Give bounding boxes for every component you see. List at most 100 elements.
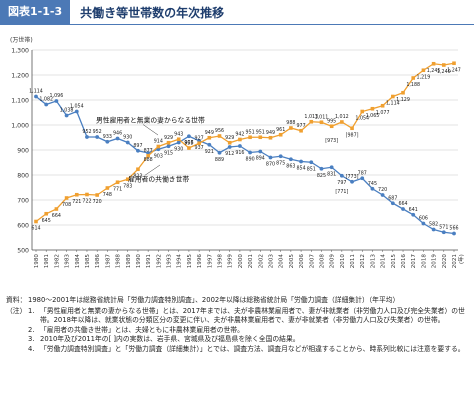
x-tick-label-2012: 2012 [360, 254, 366, 268]
series-0-label-1993: 915 [164, 150, 173, 156]
series-1-label-2000: 942 [235, 132, 244, 138]
series-1-point-1995 [187, 146, 191, 150]
series-1-label-2009: 995 [327, 118, 336, 124]
series-0-label-1991: 888 [144, 157, 153, 163]
x-tick-label-2010: 2010 [340, 254, 346, 269]
series-1-label-1981: 645 [42, 218, 51, 224]
x-tick-label-2016: 2016 [401, 254, 407, 269]
series-0-point-1985 [85, 135, 89, 139]
x-tick-label-2007: 2007 [309, 254, 315, 269]
x-tick-label-1996: 1996 [197, 254, 203, 269]
x-tick-label-1993: 1993 [167, 254, 173, 269]
series-1-label-1980: 614 [31, 226, 40, 232]
series-1-point-1999 [227, 140, 232, 145]
series-0-label-2020: 571 [439, 224, 448, 230]
series-0-label-2007: 851 [307, 166, 316, 172]
series-1-label-1994: 943 [174, 131, 183, 137]
series-0-point-2012 [360, 176, 365, 181]
series-0-label-2006: 854 [296, 166, 305, 172]
series-0-point-2005 [288, 157, 293, 162]
x-tick-label-2009: 2009 [330, 254, 336, 269]
series-1-point-2019 [431, 61, 436, 66]
series-1-label-1991: 877 [144, 148, 153, 154]
series-0-label-2009: 831 [327, 171, 336, 177]
series-1-label-2013: 1,065 [366, 113, 380, 119]
series-1-point-1983 [64, 196, 69, 200]
series-1-point-1988 [115, 180, 120, 185]
x-tick-label-1998: 1998 [218, 254, 224, 269]
series-1-point-2015 [391, 94, 395, 99]
y-tick-label-1200: 1,200 [11, 73, 29, 80]
note-num-1: 1. [28, 306, 35, 315]
series-0-point-2009 [329, 165, 334, 170]
series-0-label-1984: 1,054 [70, 104, 84, 110]
series-1-point-2020 [442, 63, 446, 67]
x-tick-label-1982: 1982 [54, 254, 60, 268]
note-text-2: 「雇用者の共働き世帯」とは、夫婦ともに非農林業雇用者の世帯。 [40, 325, 244, 334]
source-head: 資料： [6, 296, 27, 304]
series-0-point-1984 [74, 109, 79, 114]
y-tick-label-1000: 1,000 [11, 123, 29, 130]
series-1-point-2008 [319, 120, 324, 125]
series-0-point-2000 [238, 144, 242, 148]
x-tick-label-1989: 1989 [126, 254, 132, 269]
series-1-label-1989: 783 [123, 183, 132, 189]
series-0-point-2019 [431, 227, 436, 232]
series-0-label-1986: 952 [93, 129, 102, 135]
x-tick-label-2021: 2021 [452, 254, 458, 269]
series-1-label-2019: 1,245 [427, 68, 441, 74]
series-1-label-2002: 951 [256, 129, 265, 135]
y-tick-label-500: 500 [17, 248, 29, 255]
figure-notes: 資料： 1980～2001年は総務省統計局「労働力調査特別調査」、2002年以降… [6, 296, 470, 355]
series-0-point-1982 [54, 99, 59, 103]
series-1-label-2016: 1,129 [396, 97, 410, 103]
series-0-label-1998: 889 [215, 157, 224, 163]
x-tick-label-1995: 1995 [187, 254, 193, 269]
series-0-label-2015: 687 [388, 195, 397, 201]
series-0-point-2006 [299, 159, 303, 164]
series-0-label-2014: 720 [378, 187, 387, 193]
series-1-point-2017 [411, 76, 416, 80]
series-0-label-1983: 1,038 [60, 108, 74, 114]
y-tick-label-1300: 1,300 [11, 48, 29, 55]
series-1-point-1990 [136, 167, 140, 172]
x-tick-label-2005: 2005 [289, 254, 295, 269]
series-0-label-2012: 787 [358, 170, 367, 176]
series-1-label-2010: 1,012 [335, 114, 349, 120]
series-0-name-label: 男性雇用者と無業の妻からなる世帯 [96, 116, 205, 125]
household-line-chart: 500 600 700 800 900 1,000 1,100 1,200 1,300 (万世帯)… [10, 36, 465, 269]
series-1-point-1993 [166, 140, 171, 145]
series-1-label-1983: 708 [62, 202, 71, 208]
series-1-point-1987 [105, 186, 110, 190]
series-0-point-1986 [95, 135, 100, 139]
series-0-point-2001 [248, 150, 252, 155]
series-0-label-2017: 641 [409, 207, 418, 213]
x-tick-label-1992: 1992 [156, 254, 162, 268]
source-text: 1980～2001年は総務省統計局「労働力調査特別調査」、2002年以降は総務省… [28, 296, 400, 304]
series-1-point-1981 [44, 211, 48, 216]
x-tick-label-2018: 2018 [421, 254, 427, 269]
series-1-point-1997 [207, 135, 212, 140]
figure-label: 図表1-1-3 [0, 0, 71, 24]
series-0-point-2015 [390, 201, 395, 206]
x-tick-label-2014: 2014 [381, 254, 387, 269]
series-1-label-2011: [987] [346, 132, 359, 138]
y-tick-label-800: 800 [17, 173, 29, 180]
series-0-label-2010: 797 [337, 180, 346, 186]
series-1-point-2018 [421, 68, 426, 73]
series-1-label-2003: 949 [266, 130, 275, 136]
note-text-3: 2010年及び2011年の[ ]内の実数は、岩手県、宮城県及び福島県を除く全国の… [40, 335, 300, 344]
x-tick-label-1985: 1985 [85, 254, 91, 269]
series-1-label-2004: 961 [276, 127, 285, 133]
series-0-point-2008 [319, 166, 324, 171]
bracket-label-0: [771] [335, 189, 348, 195]
series-1-point-2002 [258, 135, 263, 140]
series-1-point-1986 [95, 193, 99, 197]
series-0-label-2018: 606 [419, 216, 428, 222]
x-tick-label-1980: 1980 [34, 254, 40, 269]
x-tick-label-1983: 1983 [65, 254, 71, 269]
x-tick-label-1994: 1994 [177, 254, 183, 269]
x-tick-label-1981: 1981 [44, 254, 50, 269]
series-1-point-2010 [340, 120, 344, 124]
series-0-point-1999 [227, 145, 232, 149]
